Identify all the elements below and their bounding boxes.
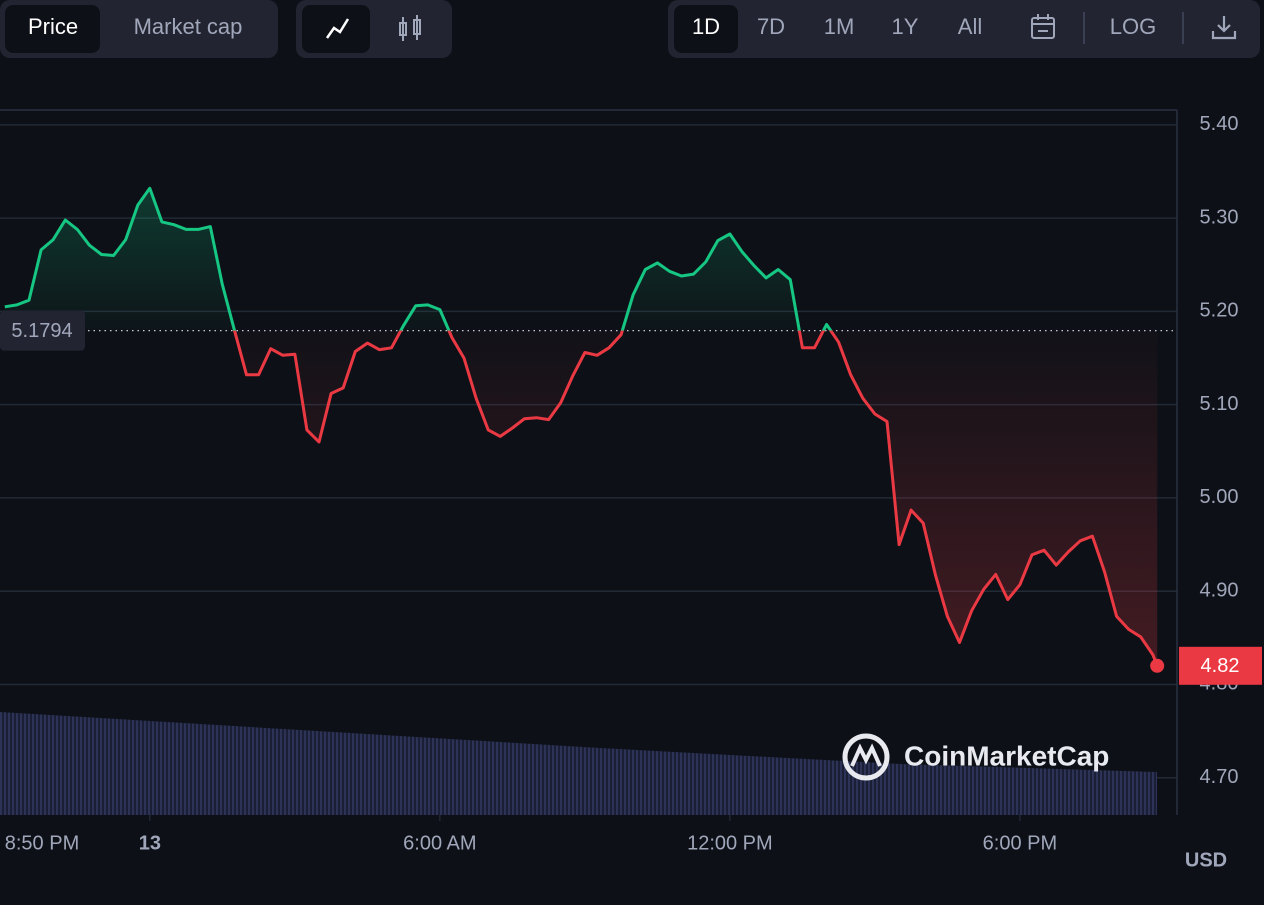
y-tick-label: 5.30 (1200, 206, 1239, 228)
x-tick-label: 12:00 PM (687, 832, 773, 854)
reference-label-box (0, 310, 85, 351)
x-tick-label: 6:00 PM (983, 832, 1057, 854)
range-group (668, 0, 1260, 58)
reference-label: 5.1794 (11, 320, 72, 342)
toolbar: Price Market cap 1D 7D 1M 1Y All LOG (0, 0, 1260, 58)
x-tick-label: 13 (139, 832, 161, 854)
price-line (4, 186, 1159, 667)
range-button[interactable]: 7D (757, 14, 785, 39)
range-button[interactable]: All (958, 14, 982, 39)
range-button[interactable]: 1M (824, 14, 855, 39)
last-point (1150, 658, 1165, 673)
calendar-button[interactable] (1031, 14, 1055, 39)
watermark-icon (842, 733, 890, 781)
log-button[interactable]: LOG (1110, 14, 1156, 39)
price-button[interactable] (5, 5, 100, 53)
y-tick-label: 4.70 (1200, 766, 1239, 788)
range-button[interactable]: 1D (692, 14, 720, 39)
x-tick-label: 8:50 PM (5, 832, 79, 854)
currency-label: USD (1185, 849, 1227, 871)
market-cap-button[interactable]: Market cap (134, 14, 243, 39)
candle-chart-button[interactable] (399, 15, 421, 41)
download-button[interactable] (1211, 16, 1237, 40)
y-tick-label: 4.90 (1200, 579, 1239, 601)
watermark-text: CoinMarketCap (904, 740, 1109, 771)
y-tick-label: 5.20 (1200, 300, 1239, 322)
range-button[interactable]: 1Y (892, 14, 919, 39)
volume-bars (0, 712, 1157, 815)
watermark: CoinMarketCap (842, 733, 1109, 781)
y-tick-label: 5.40 (1200, 113, 1239, 135)
line-icon[interactable] (325, 18, 350, 39)
last-price-tag (1179, 646, 1262, 685)
y-tick-label: 5.10 (1200, 393, 1239, 415)
x-tick-label: 6:00 AM (403, 832, 476, 854)
price-area (4, 188, 1158, 666)
y-tick-label: 5.00 (1200, 486, 1239, 508)
range-buttons: 1D 7D 1M 1Y All (692, 14, 982, 39)
price-label[interactable]: Price (28, 14, 78, 39)
watermark-icon-mark (850, 743, 882, 767)
range-active (674, 5, 738, 53)
last-price-label: 4.82 (1201, 655, 1240, 677)
